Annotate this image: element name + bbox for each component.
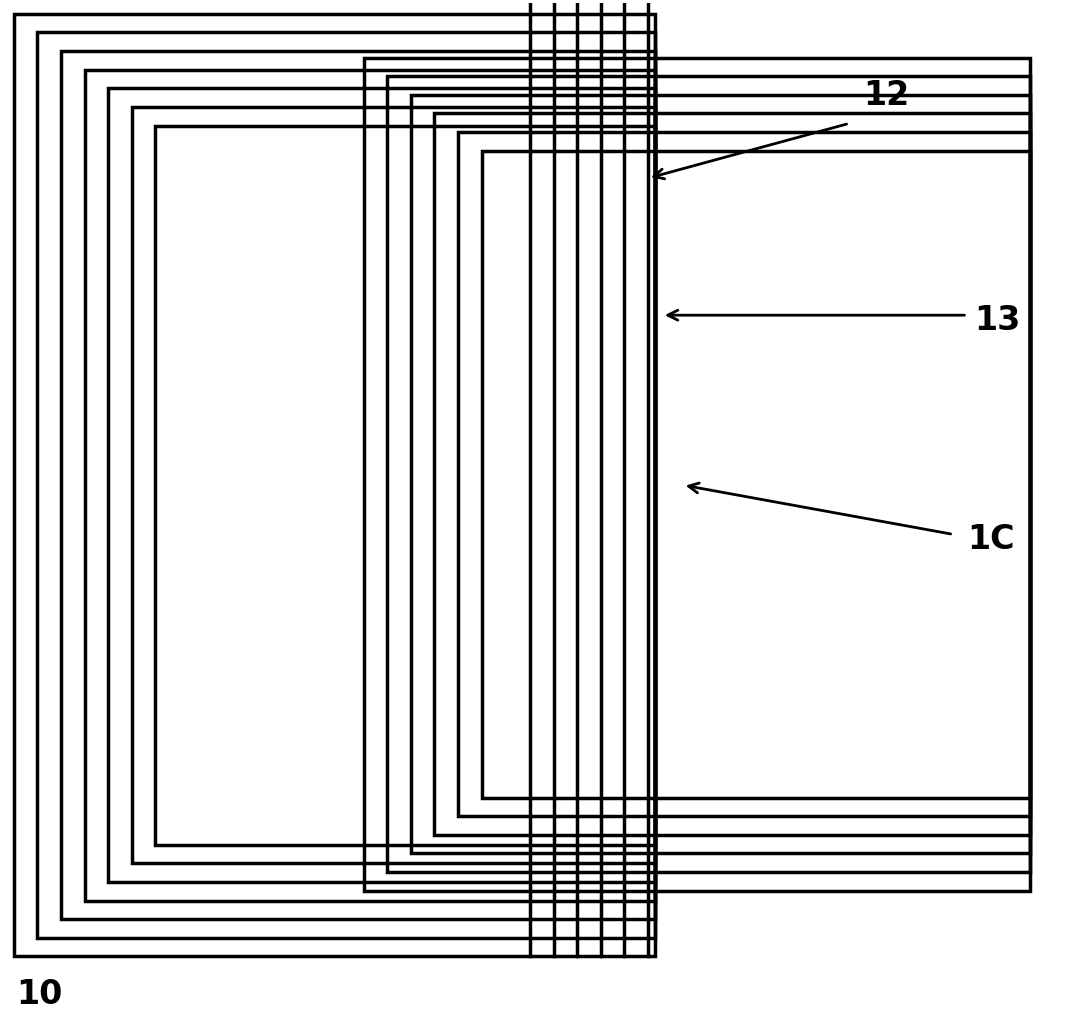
Text: 13: 13 [974,304,1021,337]
Bar [482,151,1029,797]
Bar [458,132,1029,816]
Bar [61,51,655,919]
Bar [132,107,655,863]
Bar [85,70,655,901]
Bar [387,76,1029,872]
Bar [37,33,655,938]
Text: 12: 12 [863,79,910,113]
Text: 1C: 1C [967,524,1015,557]
Bar [156,125,655,845]
Bar [14,13,655,956]
Bar [363,57,1029,891]
Bar [411,95,1029,854]
Bar [108,88,655,882]
Bar [434,114,1029,834]
Text: 10: 10 [16,978,63,1012]
